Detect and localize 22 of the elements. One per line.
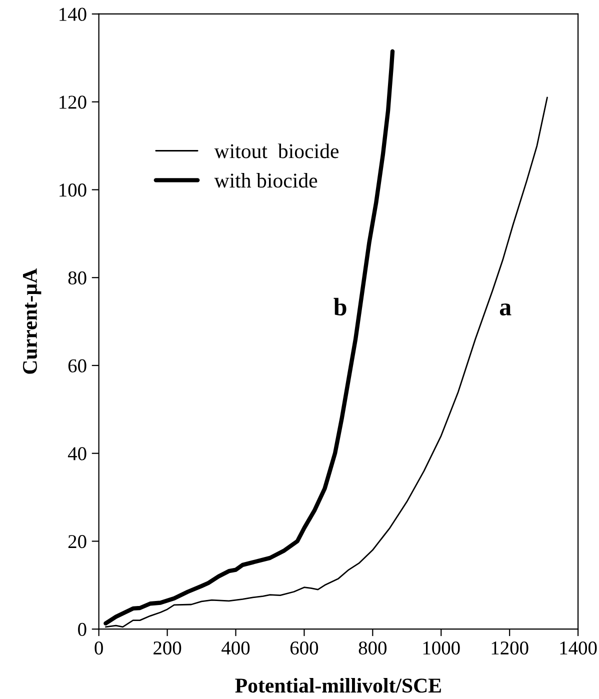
y-tick-label: 0 [78,622,86,636]
x-tick-label: 1200 [492,641,528,655]
x-tick-label: 1400 [560,641,597,655]
y-tick-label: 60 [68,359,86,372]
x-tick-label: 0 [94,641,103,655]
x-tick-label: 600 [290,641,318,655]
x-tick-label: 400 [222,641,250,655]
annotation: b [334,298,346,316]
y-tick-label: 140 [60,8,86,21]
y-tick-label: 40 [68,447,86,460]
y-tick-label: 120 [60,96,86,109]
x-tick-label: 1000 [423,641,460,655]
y-tick-label: 20 [68,535,86,548]
x-axis-title: Potential-millivolt/SCE [235,678,441,693]
x-tick-label: 200 [154,641,182,655]
annotation: a [500,304,512,316]
y-axis-title: Current-µA [22,268,42,374]
y-tick-label: 100 [60,184,86,197]
legend-label: witout biocide [214,144,339,158]
y-tick-label: 80 [68,271,86,285]
x-tick-label: 800 [358,641,387,655]
legend-label: with biocide [214,173,318,188]
